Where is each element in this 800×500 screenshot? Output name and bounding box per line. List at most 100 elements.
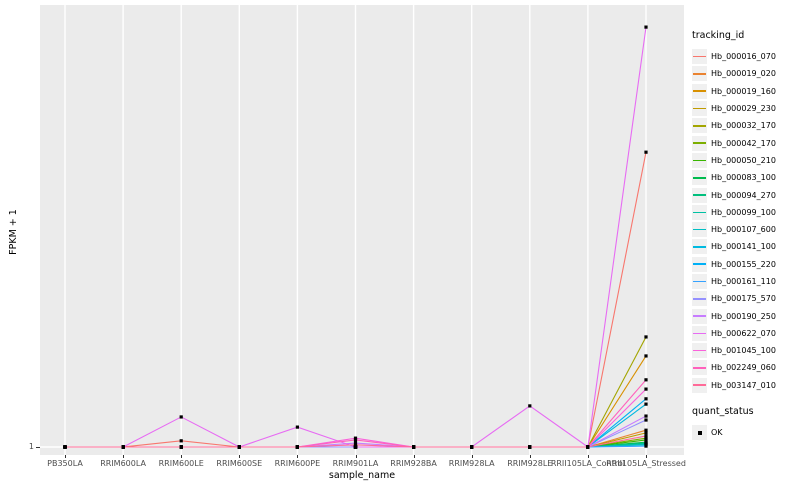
legend-item-Hb_000042_170: Hb_000042_170: [692, 134, 798, 151]
legend-key-color: [693, 349, 706, 352]
legend-key-line-icon: [692, 343, 707, 359]
legend-item-Hb_000019_020: Hb_000019_020: [692, 65, 798, 82]
legend-item-label: Hb_000042_170: [711, 138, 776, 148]
ok-point: [353, 438, 358, 442]
legend-item-label: Hb_000032_170: [711, 121, 776, 131]
legend-item-Hb_000141_100: Hb_000141_100: [692, 238, 798, 255]
legend-key-color: [693, 211, 706, 214]
legend-key-color: [693, 73, 706, 75]
legend-key-color: [693, 194, 706, 196]
legend-item-label: Hb_000019_160: [711, 86, 776, 96]
legend-item-label: Hb_000016_070: [711, 52, 776, 62]
quant-status-legend-items: OK: [692, 424, 798, 441]
x-tick-label-RRIM600SE: RRIM600SE: [216, 459, 263, 468]
legend-key-color: [693, 384, 706, 387]
black-square-point-icon: [692, 425, 707, 441]
quant-status-legend-title: quant_status: [692, 405, 754, 417]
x-tick-mark: [297, 455, 299, 458]
legend-key-line-icon: [692, 101, 707, 117]
legend-key-color: [693, 246, 706, 248]
legend-item-label: Hb_000161_110: [711, 277, 776, 286]
legend-item-label: Hb_000190_250: [711, 311, 776, 321]
quant-status-legend: quant_status OK: [692, 406, 798, 441]
y-tick-mark: [36, 447, 40, 448]
ok-point: [121, 445, 125, 449]
legend-item-Hb_000016_070: Hb_000016_070: [692, 48, 798, 65]
x-tick-mark: [587, 455, 589, 458]
legend-key-color: [693, 332, 706, 335]
legend-item-label: Hb_000155_220: [711, 259, 776, 269]
legend-item-Hb_000094_270: Hb_000094_270: [692, 186, 798, 203]
legend-item-Hb_000050_210: Hb_000050_210: [692, 152, 798, 169]
legend-item-label: Hb_000083_100: [711, 173, 776, 183]
ok-point: [412, 445, 416, 449]
legend-item-Hb_000155_220: Hb_000155_220: [692, 256, 798, 273]
ok-point: [237, 445, 241, 449]
ok-point: [644, 150, 648, 154]
legend-key-color: [693, 90, 706, 93]
y-axis-title: FPKM + 1: [8, 209, 19, 255]
ok-point: [528, 404, 532, 408]
ok-point: [353, 441, 358, 445]
legend-key-color: [693, 125, 706, 127]
ok-point: [644, 387, 648, 391]
legend-key-color: [693, 159, 706, 162]
legend-item-Hb_000099_100: Hb_000099_100: [692, 204, 798, 221]
legend-key-line-icon: [692, 152, 707, 168]
legend-key-color: [693, 228, 706, 231]
ok-point: [353, 443, 358, 447]
legend-key-line-icon: [692, 49, 707, 65]
y-tick-label: 1: [28, 442, 34, 451]
ok-point: [644, 438, 648, 442]
legend-item-Hb_000032_170: Hb_000032_170: [692, 117, 798, 134]
legend-item-label: Hb_000622_070: [711, 328, 776, 338]
ok-point: [644, 354, 648, 358]
legend-key-line-icon: [692, 360, 707, 376]
tracking-id-legend-title: tracking_id: [692, 30, 745, 41]
x-tick-label-RRIM600LE: RRIM600LE: [158, 459, 204, 468]
legend-item-quant-OK: OK: [692, 424, 798, 441]
legend-item-Hb_001045_100: Hb_001045_100: [692, 342, 798, 359]
legend-item-Hb_002249_060: Hb_002249_060: [692, 359, 798, 376]
legend-key-line-icon: [692, 187, 707, 203]
ok-point: [644, 397, 648, 401]
ok-point: [179, 415, 183, 419]
x-tick-label-RRIM928BA: RRIM928BA: [390, 459, 437, 468]
ok-point: [644, 335, 648, 339]
legend-key-line-icon: [692, 308, 707, 324]
x-tick-label-RRIM928LE: RRIM928LE: [507, 459, 553, 468]
legend: tracking_id Hb_000016_070 Hb_000019_020 Hb…: [692, 30, 798, 441]
legend-key-color: [693, 315, 706, 317]
legend-key-line-icon: [692, 118, 707, 134]
x-tick-mark: [181, 455, 183, 458]
legend-key-line-icon: [692, 291, 707, 307]
legend-key-color: [693, 142, 706, 144]
ok-point: [644, 444, 648, 448]
legend-item-label: Hb_000107_600: [711, 225, 776, 235]
legend-item-Hb_003147_010: Hb_003147_010: [692, 377, 798, 394]
ok-point: [644, 431, 648, 435]
ok-point: [295, 445, 299, 449]
ok-point: [528, 445, 532, 449]
legend-item-Hb_000161_110: Hb_000161_110: [692, 273, 798, 290]
legend-item-label: Hb_003147_010: [711, 380, 776, 390]
ok-point: [179, 439, 183, 443]
ok-point: [644, 402, 648, 406]
legend-item-label: Hb_000175_570: [711, 294, 776, 304]
legend-item-Hb_000083_100: Hb_000083_100: [692, 169, 798, 186]
x-tick-label-RRIM600PE: RRIM600PE: [274, 459, 321, 468]
ok-point: [586, 445, 590, 449]
legend-item-label: Hb_000050_210: [711, 155, 776, 165]
legend-item-label: Hb_000099_100: [711, 207, 776, 217]
x-tick-mark: [123, 455, 125, 458]
ok-point: [644, 378, 648, 382]
ok-point: [353, 436, 358, 440]
legend-item-Hb_000107_600: Hb_000107_600: [692, 221, 798, 238]
ok-point: [644, 434, 648, 438]
x-tick-label-RRII105LA_Control: RRII105LA_Control: [550, 459, 625, 468]
legend-item-Hb_000029_230: Hb_000029_230: [692, 100, 798, 117]
x-tick-mark: [471, 455, 473, 458]
legend-item-label: Hb_002249_060: [711, 363, 776, 373]
ok-point: [295, 425, 299, 429]
legend-key-line-icon: [692, 170, 707, 186]
